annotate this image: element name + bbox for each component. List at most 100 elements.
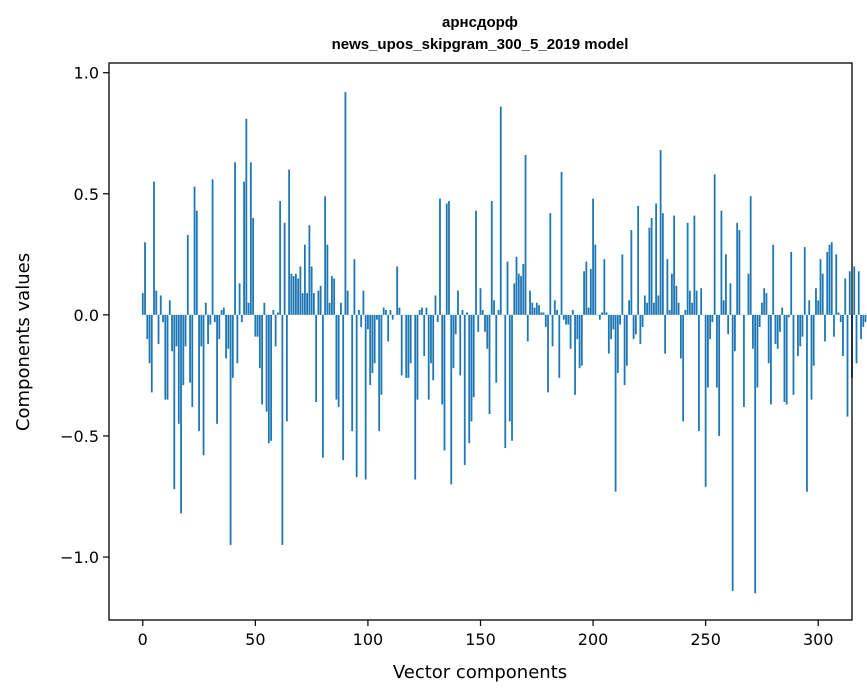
bar-126 [425, 307, 428, 315]
bar-74 [308, 225, 311, 315]
bar-20 [186, 234, 189, 315]
bar-205 [603, 259, 606, 315]
bar-178 [542, 312, 545, 315]
bar-279 [770, 314, 772, 405]
x-axis-label: Vector components [393, 662, 567, 683]
bar-141 [459, 314, 462, 376]
bar-105 [378, 314, 381, 432]
bar-261 [729, 283, 732, 315]
bar-51 [256, 314, 259, 337]
bar-241 [684, 310, 687, 315]
bar-1 [144, 242, 146, 315]
bar-82 [326, 244, 329, 315]
bar-159 [499, 106, 502, 315]
bar-226 [650, 217, 653, 315]
bar-6 [155, 290, 158, 315]
x-axis-ticks: 0 50 100 150 200 250 300 [138, 620, 834, 649]
bar-184 [556, 310, 558, 315]
bar-129 [432, 314, 435, 381]
bar-230 [659, 150, 662, 315]
bar-84 [331, 276, 333, 315]
bar-4 [150, 314, 153, 393]
bar-218 [632, 314, 635, 340]
bar-91 [346, 290, 349, 315]
bar-164 [511, 314, 513, 441]
bar-128 [430, 314, 432, 364]
bar-104 [376, 314, 378, 320]
bar-273 [756, 314, 759, 388]
bar-40 [231, 314, 234, 378]
bar-298 [812, 314, 815, 366]
bar-76 [312, 293, 315, 315]
bar-101 [369, 314, 372, 386]
bar-44 [240, 314, 243, 323]
bar-123 [418, 310, 421, 315]
bar-217 [630, 230, 633, 315]
bar-37 [225, 314, 227, 359]
bar-34 [218, 314, 221, 340]
bar-216 [628, 300, 630, 315]
bar-71 [301, 293, 304, 315]
bar-77 [315, 314, 318, 403]
bar-38 [227, 314, 230, 349]
bar-9 [162, 314, 164, 323]
bar-224 [646, 302, 649, 315]
bar-214 [623, 314, 626, 386]
bar-319 [860, 314, 862, 340]
bar-294 [803, 247, 806, 315]
bar-191 [571, 310, 574, 315]
bar-148 [475, 210, 477, 315]
bar-135 [445, 203, 448, 315]
bar-267 [743, 314, 745, 407]
bar-193 [576, 314, 579, 340]
bar-180 [547, 314, 549, 393]
bar-95 [355, 314, 358, 478]
bar-280 [772, 244, 775, 315]
y-tick-label: 0.5 [74, 185, 99, 204]
bar-67 [292, 276, 295, 315]
bar-225 [648, 227, 651, 315]
bar-97 [360, 314, 363, 327]
bar-17 [180, 314, 182, 514]
bar-134 [443, 314, 446, 451]
bar-25 [198, 314, 200, 432]
bar-13 [171, 314, 173, 352]
bar-50 [254, 314, 257, 337]
bar-54 [263, 302, 266, 315]
bar-213 [621, 254, 624, 315]
bar-299 [815, 288, 817, 315]
bar-278 [767, 314, 770, 364]
bar-146 [470, 314, 473, 422]
bar-60 [276, 312, 279, 315]
bar-100 [367, 314, 369, 330]
bar-293 [801, 314, 804, 337]
bar-127 [427, 314, 430, 400]
bar-248 [700, 288, 703, 315]
bar-133 [441, 314, 444, 405]
bar-130 [434, 295, 437, 315]
bar-61 [279, 201, 282, 315]
bar-58 [272, 310, 275, 315]
bar-142 [461, 310, 464, 315]
bar-210 [614, 314, 617, 492]
bar-234 [668, 310, 671, 315]
bar-215 [625, 314, 628, 366]
bar-288 [790, 251, 793, 315]
bar-31 [211, 179, 214, 315]
bar-48 [249, 162, 252, 315]
bar-57 [270, 314, 273, 441]
bar-311 [842, 314, 844, 357]
bar-274 [758, 314, 761, 327]
bar-110 [389, 310, 392, 315]
bar-12 [168, 300, 171, 315]
bar-121 [414, 314, 417, 480]
bar-33 [216, 314, 218, 424]
bar-312 [844, 278, 847, 315]
y-tick-label: −1.0 [60, 548, 99, 567]
bar-223 [643, 295, 646, 315]
bar-300 [817, 300, 820, 315]
bar-275 [761, 302, 763, 315]
bar-89 [342, 314, 345, 461]
bar-68 [294, 273, 297, 315]
bar-176 [538, 305, 540, 315]
